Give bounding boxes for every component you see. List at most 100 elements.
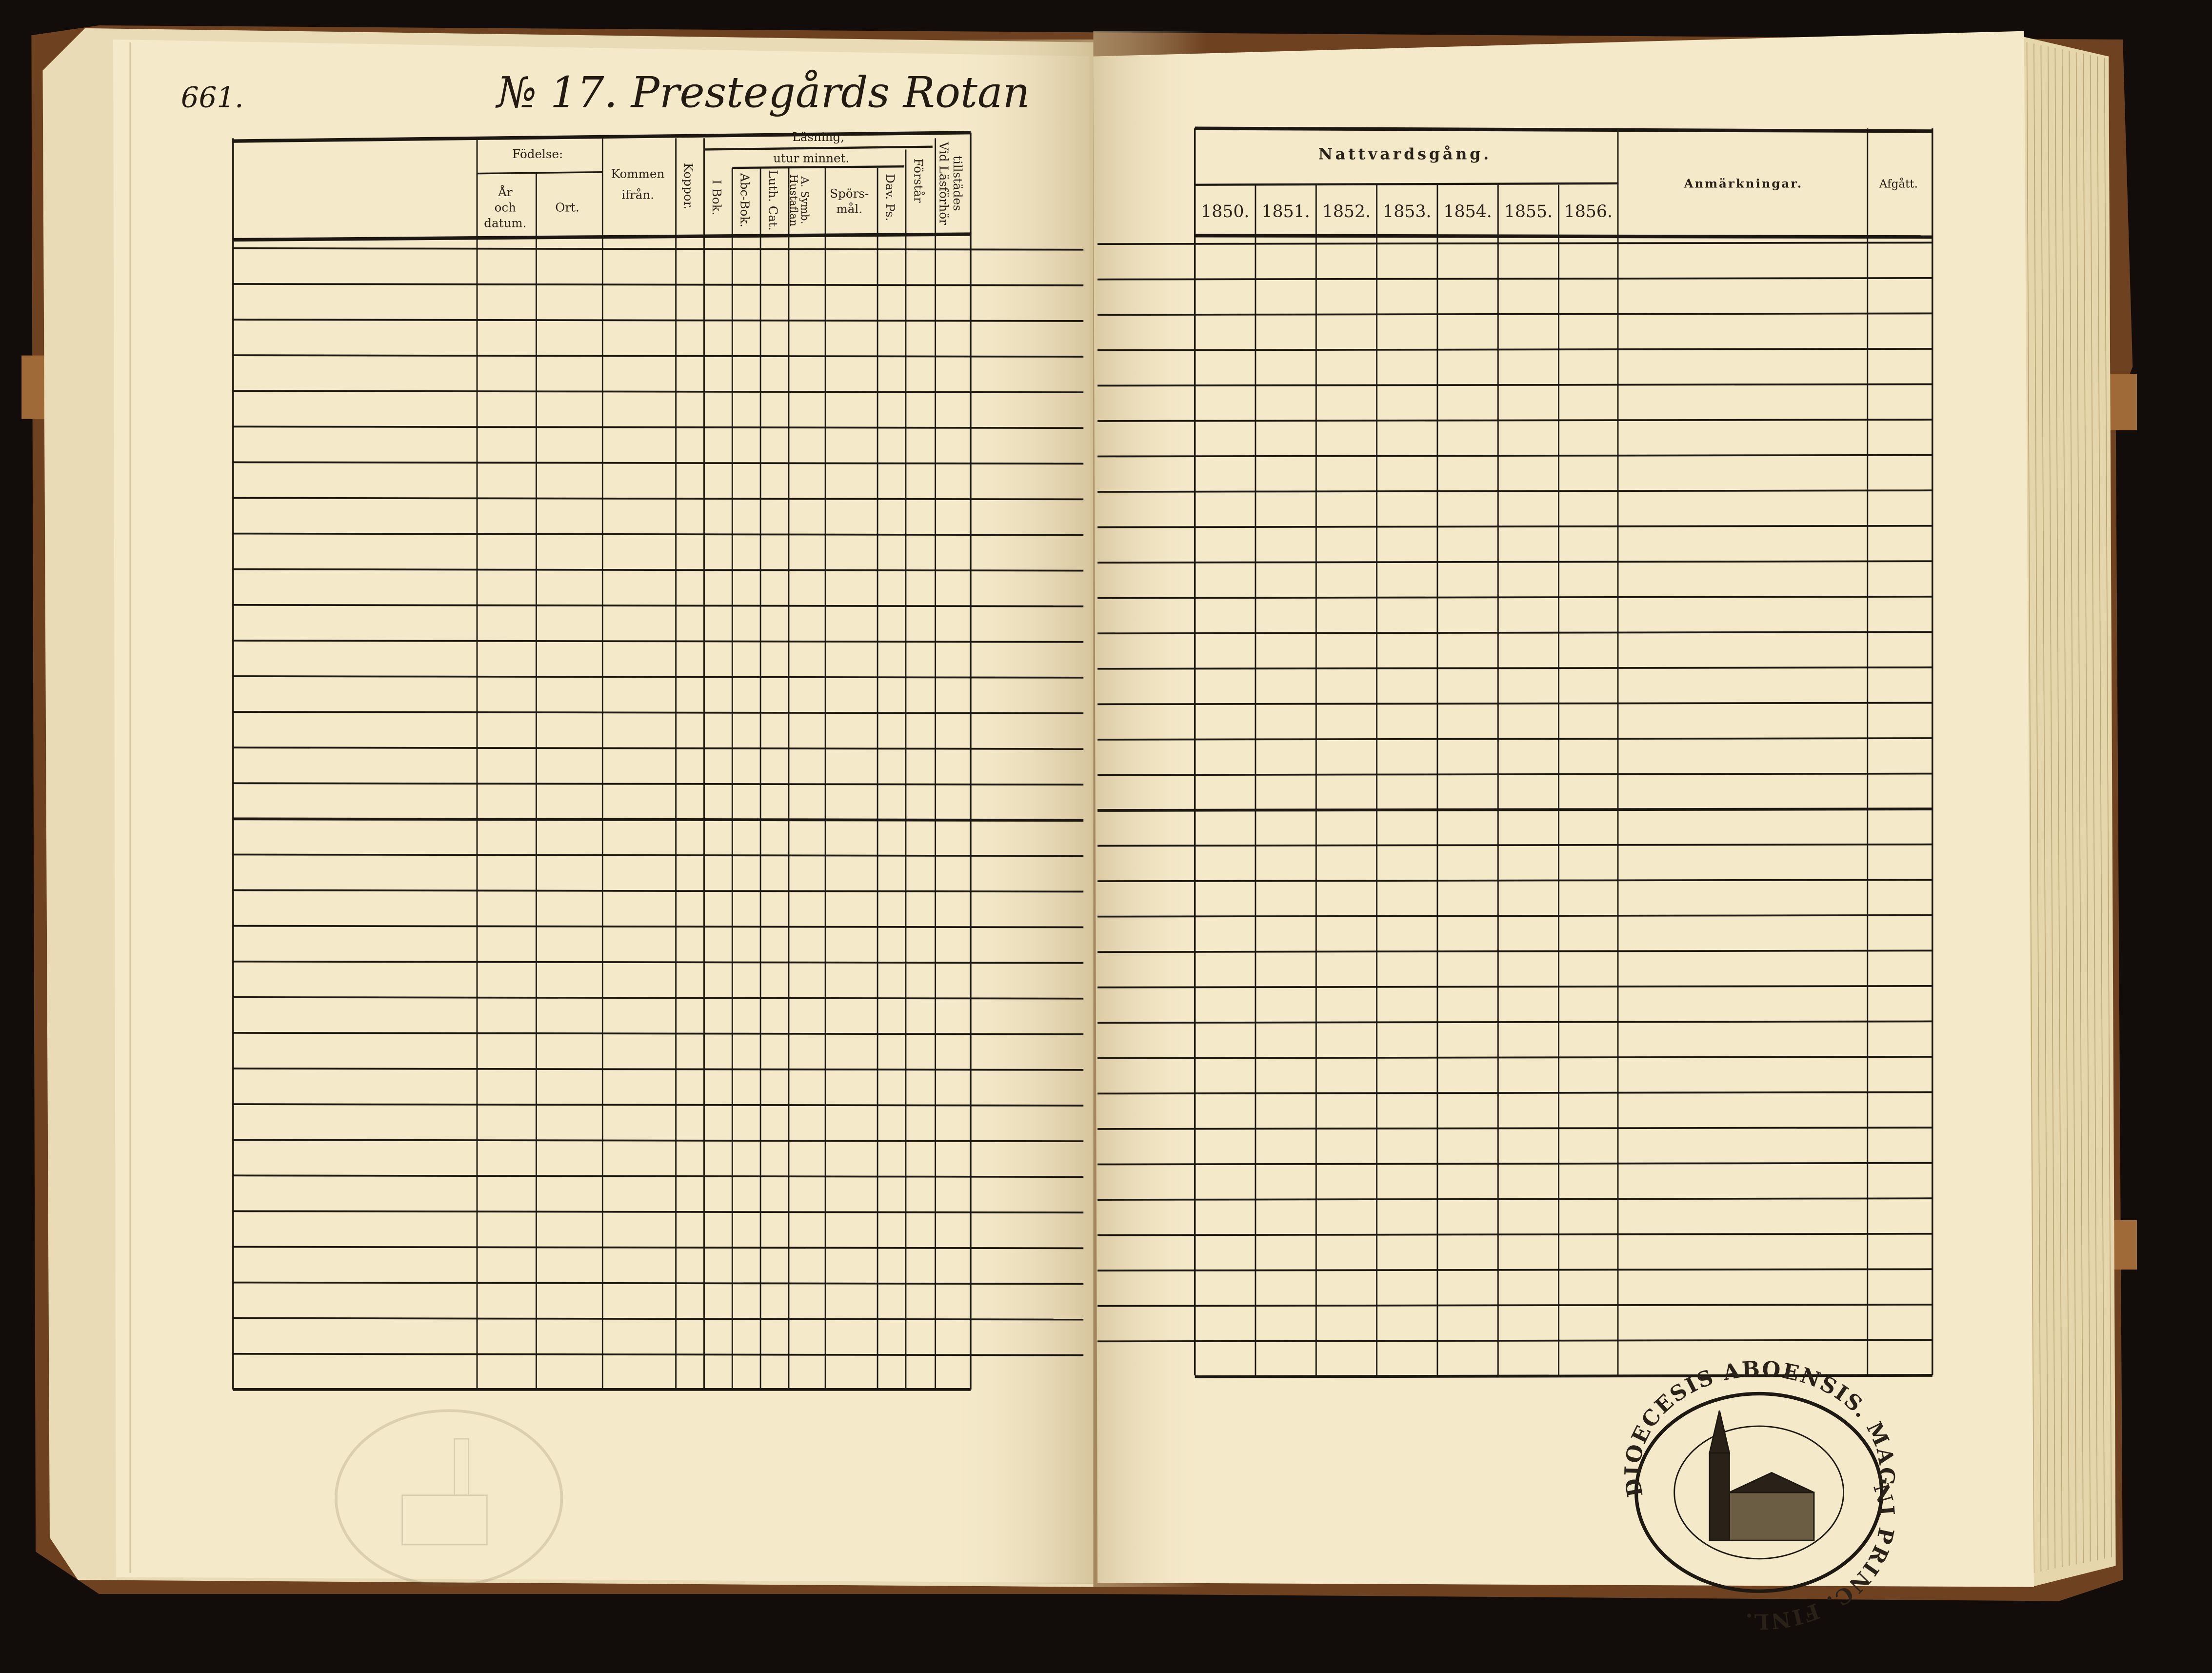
header-utur-minnet: utur minnet. xyxy=(773,151,849,165)
table-row-line xyxy=(233,711,1084,714)
page-edge xyxy=(2083,53,2091,1562)
table-row-line xyxy=(233,354,1084,358)
header-datum: datum. xyxy=(484,216,526,230)
table-row-line xyxy=(1097,1232,1933,1236)
table-row-line xyxy=(233,319,1084,322)
table-row-line xyxy=(1097,1056,1933,1059)
table-row-line xyxy=(233,532,1084,536)
table-top-border xyxy=(233,131,971,143)
table-row-line xyxy=(1097,1020,1933,1024)
table-row-line xyxy=(1097,879,1933,882)
table-row-line xyxy=(233,853,1084,857)
header-tillstades: tillstädes xyxy=(951,156,965,211)
utur-minnet-subline xyxy=(732,165,905,169)
header-ort: Ort. xyxy=(555,201,579,215)
table-row-line xyxy=(233,640,1084,643)
left-register-table xyxy=(232,131,1084,1391)
lasning-subline xyxy=(704,145,933,151)
table-row-line xyxy=(1097,560,1933,564)
table-row-line xyxy=(233,996,1084,1000)
table-row-line xyxy=(233,1210,1084,1214)
table-row-line xyxy=(1097,631,1933,635)
year-1854: 1854. xyxy=(1443,202,1492,222)
table-row-line xyxy=(233,283,1084,286)
table-row-line xyxy=(233,1068,1084,1071)
header-a-symb: A. Symb. xyxy=(798,176,811,224)
table-row-line xyxy=(1097,843,1933,847)
header-anmarkningar: Anmärkningar. xyxy=(1683,177,1803,191)
header-koppor: Koppor. xyxy=(681,163,696,210)
table-row-line xyxy=(1097,1268,1933,1272)
header-fodelse: Födelse: xyxy=(512,147,563,161)
year-1851: 1851. xyxy=(1261,202,1310,222)
table-row-line xyxy=(1097,419,1933,422)
table-row-line xyxy=(233,247,1084,251)
header-dav-ps: Dav. Ps. xyxy=(883,174,897,221)
page-edge xyxy=(2061,49,2070,1566)
table-row-line xyxy=(1097,312,1933,316)
header-i-bok: I Bok. xyxy=(710,180,724,215)
table-row-line xyxy=(1097,1303,1933,1307)
header-nattvardsgang: Nattvardsgång. xyxy=(1318,145,1492,163)
table-row-line xyxy=(1097,489,1933,493)
header-luth-cat: Luth. Cat. xyxy=(766,170,780,231)
table-row-line xyxy=(233,1352,1084,1356)
year-1852: 1852. xyxy=(1322,202,1371,222)
table-row-line xyxy=(233,1281,1084,1285)
faded-stamp xyxy=(334,1409,563,1587)
table-row-line xyxy=(233,425,1084,429)
page-edge xyxy=(2104,58,2112,1557)
table-row-line xyxy=(233,568,1084,572)
page-edge xyxy=(2047,46,2056,1569)
page-edge xyxy=(2054,48,2063,1568)
right-page-stack xyxy=(2017,35,2116,1587)
table-row-line xyxy=(1097,595,1933,599)
table-row-line xyxy=(1097,348,1933,351)
table-row-line xyxy=(1097,1127,1933,1130)
page-edge xyxy=(2075,52,2084,1563)
table-row-line xyxy=(1097,1197,1933,1201)
table-row-line xyxy=(233,746,1084,750)
table-row-line xyxy=(233,1139,1084,1142)
header-forstar: Förstår xyxy=(911,159,925,203)
table-row-line xyxy=(233,675,1084,679)
header-ar: År xyxy=(498,184,513,199)
year-1853: 1853. xyxy=(1383,202,1431,222)
header-mal: mål. xyxy=(836,202,862,216)
header-abc-bok: Abc-Bok. xyxy=(738,173,752,227)
header-hustaflan: Hustaflan xyxy=(787,174,799,226)
table-row-line xyxy=(1097,454,1933,458)
table-row-line xyxy=(1097,383,1933,387)
page-edge xyxy=(2090,55,2098,1560)
page-edge xyxy=(2097,56,2105,1559)
table-row-line xyxy=(233,1032,1084,1035)
table-row-line xyxy=(1097,524,1933,528)
year-1856: 1856. xyxy=(1564,202,1613,222)
table-top-border xyxy=(1195,126,1933,133)
page-edge xyxy=(2069,51,2077,1565)
fodelse-subline xyxy=(477,171,603,175)
header-och: och xyxy=(495,201,517,215)
table-row-line xyxy=(1097,1162,1933,1166)
table-row-line xyxy=(1195,1374,1933,1378)
table-row-line xyxy=(1097,666,1933,670)
table-row-line xyxy=(233,817,1084,822)
table-row-line xyxy=(233,1246,1084,1250)
table-row-line xyxy=(233,782,1084,786)
page-number: 661. xyxy=(181,81,244,114)
clasp-right xyxy=(2109,374,2137,430)
header-kommen: Kommen xyxy=(611,166,665,181)
table-row-line xyxy=(233,1174,1084,1178)
table-row-line xyxy=(1097,807,1933,812)
nattvardsgang-subline xyxy=(1195,182,1618,186)
table-row-line xyxy=(233,889,1084,893)
table-row-line xyxy=(1097,1339,1933,1343)
header-ifran: ifrån. xyxy=(621,188,654,202)
right-register-table xyxy=(1097,126,1933,1378)
table-row-line xyxy=(1097,985,1933,988)
header-spors: Spörs- xyxy=(830,186,869,201)
table-row-line xyxy=(233,604,1084,607)
year-1850: 1850. xyxy=(1201,202,1249,222)
header-bottom-border xyxy=(1195,234,1933,239)
